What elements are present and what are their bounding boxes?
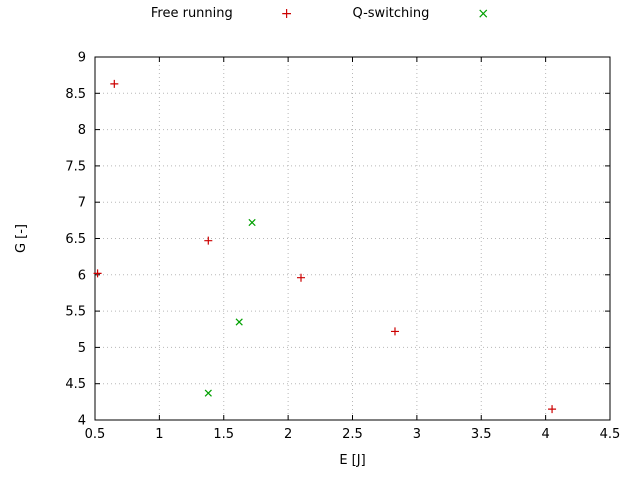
x-tick-label: 1 [155, 427, 163, 442]
data-point [297, 273, 305, 282]
y-tick-labels: 4 4.5 5 5.5 6 6.5 7 7.5 8 8.5 9 [65, 51, 86, 429]
tick-marks [94, 56, 611, 421]
y-tick-label: 8 [78, 123, 86, 138]
y-tick-label: 5.5 [65, 305, 86, 320]
data-point [248, 218, 256, 227]
data-point [548, 405, 557, 414]
plus-marker-icon: + [280, 5, 293, 22]
y-tick-label: 7.5 [65, 159, 86, 174]
y-tick-label: 9 [78, 51, 86, 66]
data-point [204, 389, 212, 397]
legend-label-q-switching: Q-switching [352, 6, 430, 21]
data-point [390, 327, 399, 336]
chart-legend: Free running + Q-switching × [0, 6, 640, 21]
y-axis-label: G [-] [14, 224, 29, 253]
y-tick-label: 5 [78, 341, 86, 356]
x-tick-label: 3 [413, 427, 421, 442]
data-point [110, 79, 119, 88]
x-tick-labels: 0.5 1 1.5 2 2.5 3 3.5 4 4.5 [85, 427, 621, 442]
data-point [93, 269, 102, 278]
series-free-running [93, 79, 557, 414]
legend-entry-free-running: Free running + [151, 6, 293, 21]
x-tick-label: 2 [284, 427, 292, 442]
grid-lines [94, 56, 611, 421]
y-tick-label: 4.5 [65, 377, 86, 392]
x-tick-label: 4 [541, 427, 549, 442]
legend-entry-q-switching: Q-switching × [353, 6, 490, 21]
y-tick-label: 8.5 [65, 87, 86, 102]
cross-marker-icon: × [477, 5, 490, 22]
y-tick-label: 6 [78, 268, 86, 283]
x-tick-label: 2.5 [342, 427, 363, 442]
series-q-switching [204, 218, 256, 397]
y-tick-label: 7 [78, 196, 86, 211]
x-tick-label: 3.5 [471, 427, 492, 442]
x-tick-label: 4.5 [600, 427, 621, 442]
x-tick-label: 1.5 [213, 427, 234, 442]
y-tick-label: 4 [78, 414, 86, 429]
data-point [235, 318, 243, 326]
x-axis-label: E [J] [339, 453, 365, 468]
data-point [204, 236, 213, 245]
legend-label-free-running: Free running [150, 6, 233, 21]
y-tick-label: 6.5 [65, 232, 86, 247]
x-tick-label: 0.5 [85, 427, 106, 442]
